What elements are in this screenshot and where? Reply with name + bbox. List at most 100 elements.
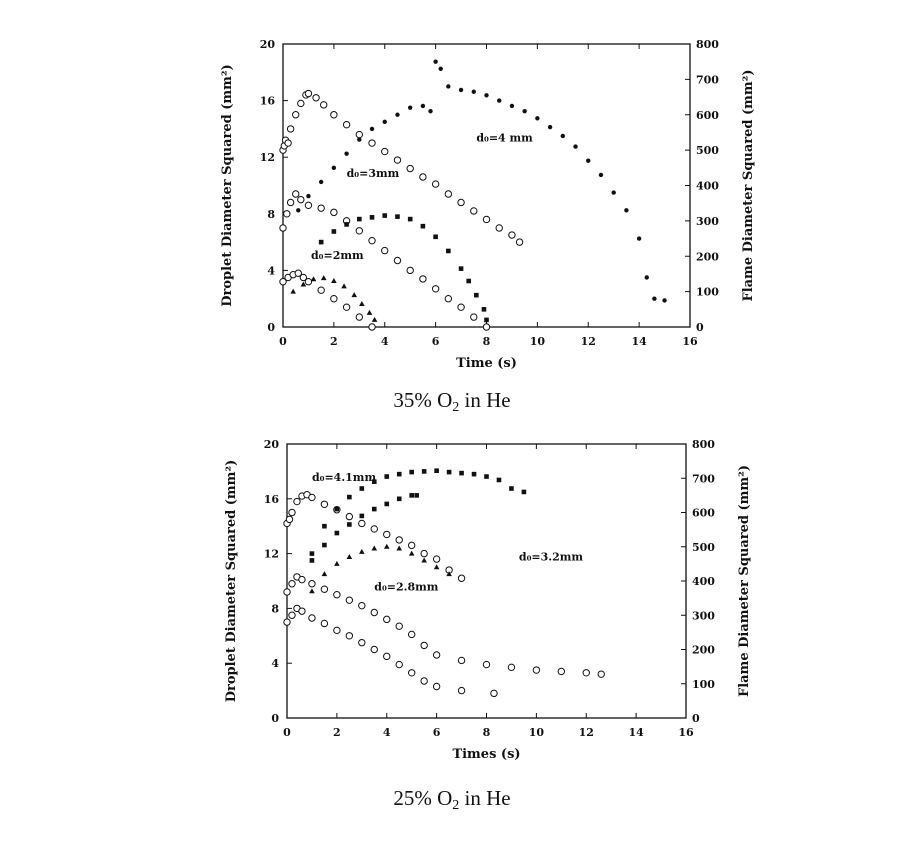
y-left-tick-label: 12 (260, 151, 275, 164)
data-point (279, 278, 287, 286)
data-point (330, 295, 338, 303)
data-point (420, 223, 426, 229)
data-point (318, 179, 324, 185)
data-point (522, 109, 527, 114)
data-point (457, 303, 465, 311)
data-point (369, 126, 375, 132)
data-point (393, 256, 402, 265)
x-axis-label: Times (s) (452, 747, 520, 762)
data-point (344, 222, 349, 227)
y-right-tick-label: 400 (696, 180, 719, 193)
data-point (304, 201, 313, 210)
data-point (345, 512, 354, 521)
annotation-label: d₀=2.8mm (374, 581, 439, 594)
data-point (288, 508, 296, 517)
y-left-tick-label: 20 (264, 438, 280, 451)
data-point (292, 190, 300, 198)
data-point (279, 224, 287, 232)
data-point (532, 666, 541, 674)
y-right-tick-label: 700 (692, 472, 715, 485)
data-point (283, 210, 291, 218)
x-tick-label: 10 (530, 335, 546, 348)
y-right-tick-label: 300 (696, 215, 719, 228)
x-tick-label: 6 (432, 335, 440, 348)
data-point (292, 111, 300, 119)
data-point (333, 591, 341, 599)
data-point (322, 523, 327, 529)
data-point (557, 667, 566, 676)
data-point (371, 316, 378, 322)
data-point (369, 215, 375, 220)
y-right-tick-label: 800 (692, 438, 715, 451)
data-point (446, 469, 452, 475)
data-point (320, 275, 327, 281)
y-right-tick-label: 400 (692, 575, 715, 588)
y-left-axis-label: Droplet Diameter Squared (mm²) (220, 64, 235, 307)
data-point (421, 469, 427, 474)
data-point (509, 103, 515, 109)
data-point (446, 571, 452, 577)
data-point (345, 596, 354, 604)
data-point (298, 575, 306, 584)
y-right-tick-label: 200 (692, 644, 715, 657)
x-tick-label: 10 (529, 726, 545, 739)
data-point (432, 682, 441, 691)
data-point (420, 677, 428, 685)
data-point (482, 323, 491, 331)
data-point (444, 295, 453, 303)
y-right-tick-label: 100 (696, 286, 719, 299)
data-point (304, 278, 313, 286)
data-point (355, 313, 364, 321)
data-point (288, 580, 296, 588)
data-point (310, 276, 317, 282)
data-point (304, 89, 313, 98)
y-right-axis-label: Flame Diameter Squared (mm²) (741, 69, 756, 301)
data-point (371, 545, 378, 551)
data-point (495, 224, 503, 232)
data-point (382, 213, 388, 218)
data-point (355, 130, 364, 139)
data-point (331, 165, 337, 171)
data-point (396, 545, 403, 551)
series-4 (279, 269, 376, 331)
plot-frame (286, 443, 687, 719)
x-tick-label: 4 (381, 335, 389, 348)
data-point (582, 669, 590, 677)
data-point (515, 238, 524, 246)
data-point (286, 198, 295, 207)
data-point (344, 151, 349, 156)
data-point (320, 500, 329, 508)
data-point (370, 608, 378, 617)
data-point (496, 477, 502, 483)
data-point (421, 557, 427, 563)
data-point (288, 611, 296, 619)
data-point (366, 309, 373, 315)
y-left-tick-label: 12 (264, 548, 279, 561)
data-point (334, 560, 340, 566)
series-4 (283, 604, 498, 698)
y-right-tick-label: 700 (696, 73, 719, 86)
data-point (370, 645, 378, 654)
data-point (347, 494, 352, 500)
data-point (636, 236, 642, 241)
data-point (290, 288, 296, 294)
x-tick-label: 0 (279, 335, 287, 348)
y-right-tick-label: 500 (696, 144, 719, 157)
data-point (331, 278, 337, 284)
series-5 (309, 543, 452, 594)
data-point (457, 574, 466, 582)
data-point (408, 550, 415, 556)
data-point (309, 588, 315, 594)
data-point (433, 234, 438, 240)
data-point (431, 180, 440, 188)
data-point (457, 686, 466, 695)
x-tick-label: 2 (330, 335, 338, 348)
data-point (420, 549, 428, 558)
data-point (470, 207, 478, 215)
data-point (384, 501, 390, 507)
annotation-label: d₀=4.1mm (312, 471, 377, 484)
x-tick-label: 2 (333, 726, 341, 739)
y-left-tick-label: 20 (260, 38, 276, 51)
x-tick-label: 14 (628, 726, 644, 739)
y-right-tick-label: 100 (692, 678, 715, 691)
